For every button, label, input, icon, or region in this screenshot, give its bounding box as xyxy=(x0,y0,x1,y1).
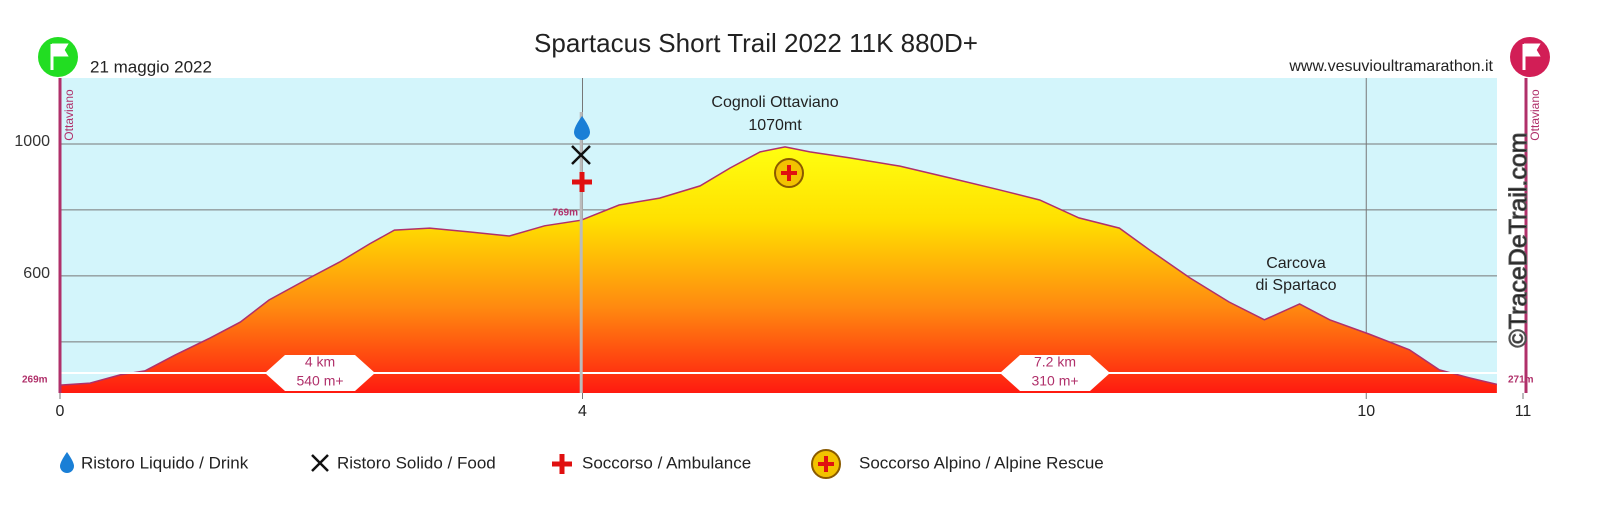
date: 21 maggio 2022 xyxy=(90,57,212,76)
place-name: Carcova xyxy=(1266,255,1326,272)
rescue-cross xyxy=(781,165,797,181)
segment-distance: 4 km xyxy=(305,354,335,370)
end-flag xyxy=(1510,37,1550,77)
ambulance-icon xyxy=(572,172,592,192)
elevation-area xyxy=(60,146,1497,393)
place-name: di Spartaco xyxy=(1256,277,1337,294)
chart-title: Spartacus Short Trail 2022 11K 880D+ xyxy=(534,28,978,58)
x-tick-label: 10 xyxy=(1357,403,1375,420)
aid-elevation: 769m xyxy=(552,208,578,219)
start-name: Ottaviano xyxy=(62,89,76,141)
summit-elevation: 1070mt xyxy=(748,117,802,134)
y-tick-label: 1000 xyxy=(14,133,50,150)
segment-gain: 310 m+ xyxy=(1031,373,1078,389)
end-flag-icon xyxy=(1522,43,1541,70)
legend-icon xyxy=(818,456,834,472)
legend-label: Soccorso Alpino / Alpine Rescue xyxy=(859,453,1104,472)
legend-icon xyxy=(60,452,74,473)
segment-box xyxy=(265,355,375,391)
food-icon xyxy=(571,145,591,165)
legend-icon xyxy=(311,454,329,472)
start-elevation: 269m xyxy=(22,375,48,386)
x-tick-label: 0 xyxy=(56,403,65,420)
legend-label: Ristoro Liquido / Drink xyxy=(81,453,249,472)
segment-distance: 7.2 km xyxy=(1034,354,1076,370)
start-flag xyxy=(38,37,78,77)
end-elevation: 271m xyxy=(1508,375,1534,386)
legend-icon xyxy=(552,454,572,474)
source: www.vesuvioultramarathon.it xyxy=(1288,58,1493,75)
x-tick-label: 11 xyxy=(1515,403,1532,420)
start-flag-icon xyxy=(50,43,69,70)
segment-box xyxy=(1000,355,1110,391)
y-tick-label: 600 xyxy=(23,265,50,282)
segment-gain: 540 m+ xyxy=(296,373,343,389)
legend-label: Soccorso / Ambulance xyxy=(582,453,751,472)
summit-name: Cognoli Ottaviano xyxy=(711,94,838,111)
elevation-line xyxy=(59,146,1498,386)
end-name: Ottaviano xyxy=(1528,89,1542,141)
x-tick-label: 4 xyxy=(578,403,587,420)
legend-label: Ristoro Solido / Food xyxy=(337,453,496,472)
watermark: ©TraceDeTrail.com xyxy=(1505,132,1533,347)
drink-icon xyxy=(574,116,590,140)
